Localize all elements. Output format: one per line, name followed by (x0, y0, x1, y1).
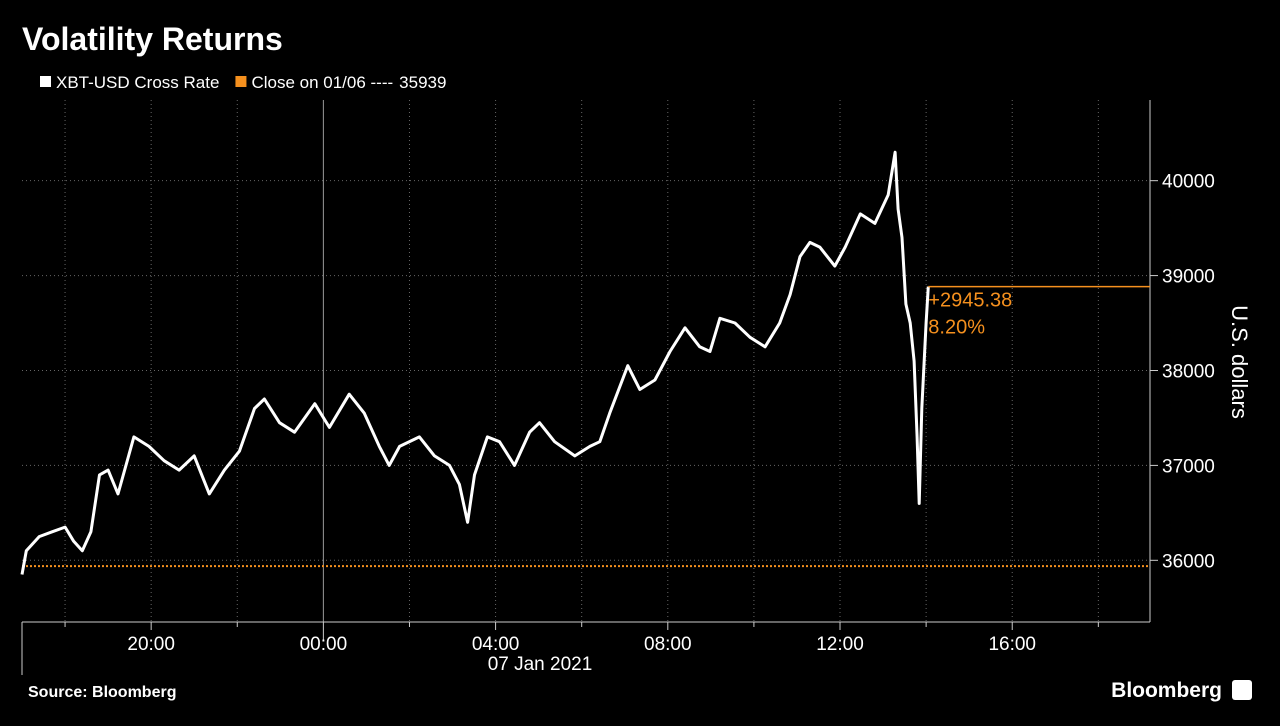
legend-value: 35939 (399, 73, 446, 92)
legend-swatch (40, 76, 51, 87)
y-tick-label: 40000 (1162, 172, 1215, 193)
brand: Bloomberg (1111, 679, 1222, 702)
legend-label: XBT-USD Cross Rate (56, 73, 219, 92)
source: Source: Bloomberg (28, 684, 176, 701)
chart-title: Volatility Returns (22, 21, 283, 57)
legend-label: Close on 01/06 ---- (251, 73, 393, 92)
y-tick-label: 38000 (1162, 361, 1215, 382)
y-tick-label: 36000 (1162, 551, 1215, 572)
x-tick-label: 08:00 (644, 634, 692, 655)
brand-icon (1232, 680, 1252, 700)
annotation: +2945.38 (928, 290, 1012, 312)
x-tick-label: 00:00 (300, 634, 348, 655)
legend-swatch (235, 76, 247, 87)
x-tick-label: 16:00 (988, 634, 1036, 655)
annotation: 8.20% (928, 317, 985, 339)
y-tick-label: 37000 (1162, 456, 1215, 477)
y-tick-label: 39000 (1162, 267, 1215, 288)
x-tick-label: 04:00 (472, 634, 520, 655)
x-tick-label: 12:00 (816, 634, 864, 655)
x-axis-label: 07 Jan 2021 (488, 654, 593, 675)
y-axis-label: U.S. dollars (1227, 305, 1252, 419)
x-tick-label: 20:00 (127, 634, 175, 655)
price-line (20, 150, 930, 575)
